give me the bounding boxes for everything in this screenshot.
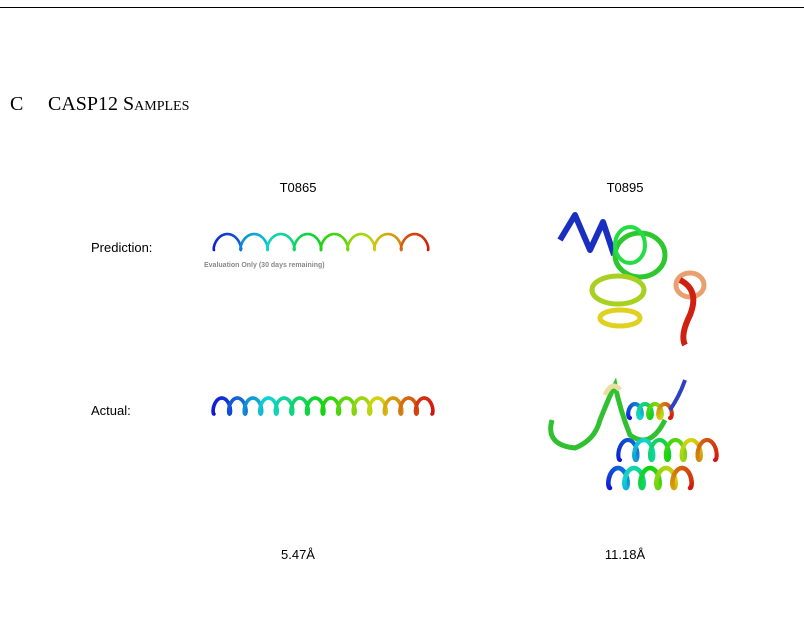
coil-loop: [612, 230, 668, 280]
row-label: Prediction:: [91, 240, 153, 255]
column-label: T0895: [606, 180, 644, 195]
rmsd-value: 11.18Å: [604, 547, 646, 562]
coil-loop: [597, 307, 643, 329]
coil-strand: [678, 277, 697, 347]
coil-loop: [613, 225, 647, 265]
coil-loop: [589, 273, 647, 307]
column-label: T0865: [279, 180, 317, 195]
coil-strand: [602, 383, 622, 397]
coil-strand: [548, 377, 668, 451]
coil-strand: [668, 379, 687, 412]
rmsd-value: 5.47Å: [281, 547, 315, 562]
row-label: Actual:: [91, 403, 131, 418]
coil-strand: [557, 212, 617, 256]
coil-loop: [673, 270, 707, 300]
section-title: CASP12 Samples: [48, 93, 190, 115]
section-letter: C: [10, 93, 24, 115]
top-rule: [0, 7, 804, 8]
watermark: Evaluation Only (30 days remaining): [204, 262, 325, 269]
